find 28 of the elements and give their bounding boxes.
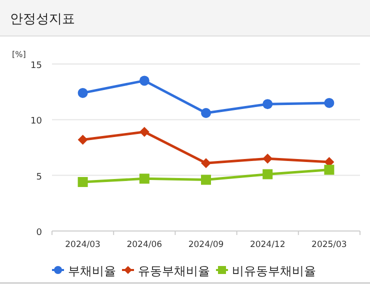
point xyxy=(139,126,150,137)
y-tick-label: 0 xyxy=(36,228,42,238)
point xyxy=(262,154,273,164)
legend-label: 비유동부채비율 xyxy=(232,264,316,278)
y-tick-label: 10 xyxy=(30,116,42,127)
x-tick-label: 2024/09 xyxy=(188,240,224,250)
point xyxy=(201,158,211,168)
point xyxy=(78,88,88,98)
legend-label: 유동부채비율 xyxy=(138,264,210,278)
legend-label: 부채비율 xyxy=(68,264,116,278)
point xyxy=(201,108,211,118)
y-tick-label: 15 xyxy=(30,61,42,71)
y-tick-label: 5 xyxy=(36,172,42,182)
point xyxy=(139,174,150,184)
point xyxy=(262,169,273,180)
y-axis-title: [%] xyxy=(12,50,26,59)
chart-title: 안정성지표 xyxy=(10,12,75,27)
x-tick-label: 2025/03 xyxy=(312,240,347,250)
x-tick-label: 2024/06 xyxy=(126,240,162,250)
point xyxy=(262,99,273,110)
point xyxy=(324,98,334,108)
x-tick-label: 2024/03 xyxy=(65,240,100,250)
point xyxy=(201,174,211,185)
point xyxy=(78,134,88,145)
point xyxy=(324,164,334,175)
point xyxy=(78,177,88,188)
point xyxy=(139,76,150,86)
x-tick-label: 2024/12 xyxy=(250,240,286,250)
